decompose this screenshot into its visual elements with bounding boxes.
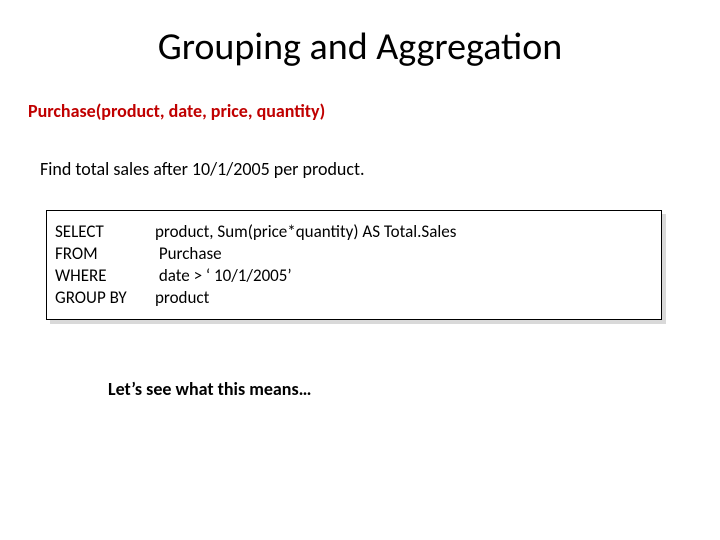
footer-text: Let’s see what this means… (108, 378, 720, 400)
code-line-groupby: GROUP BYproduct (55, 287, 653, 309)
body-select: product, Sum(price*quantity) AS Total.Sa… (155, 221, 456, 243)
code-line-select: SELECTproduct, Sum(price*quantity) AS To… (55, 221, 653, 243)
keyword-groupby: GROUP BY (55, 287, 155, 309)
sql-code-box: SELECTproduct, Sum(price*quantity) AS To… (46, 210, 662, 320)
slide-title: Grouping and Aggregation (0, 0, 720, 80)
keyword-select: SELECT (55, 221, 155, 243)
keyword-from: FROM (55, 243, 155, 265)
slide: Grouping and Aggregation Purchase(produc… (0, 0, 720, 540)
prompt-text: Find total sales after 10/1/2005 per pro… (40, 158, 720, 180)
code-line-from: FROM Purchase (55, 243, 653, 265)
sql-code-container: SELECTproduct, Sum(price*quantity) AS To… (46, 210, 662, 320)
body-groupby: product (155, 287, 209, 309)
code-line-where: WHERE date > ‘ 10/1/2005’ (55, 265, 653, 287)
schema-text: Purchase(product, date, price, quantity) (28, 100, 720, 122)
body-from: Purchase (155, 243, 222, 265)
keyword-where: WHERE (55, 265, 155, 287)
body-where: date > ‘ 10/1/2005’ (155, 265, 292, 287)
